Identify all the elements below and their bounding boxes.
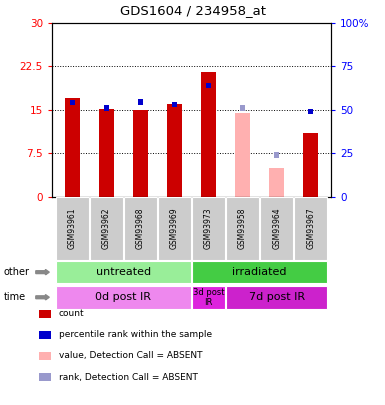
Text: other: other — [4, 267, 30, 277]
Bar — [274, 152, 279, 158]
Bar — [56, 261, 191, 283]
Bar — [90, 197, 123, 260]
Text: GSM93967: GSM93967 — [306, 207, 315, 249]
Bar — [65, 98, 80, 197]
Bar — [99, 109, 114, 197]
Bar — [192, 197, 225, 260]
Bar — [303, 133, 318, 197]
Bar — [104, 105, 109, 111]
Bar — [172, 102, 177, 107]
Bar — [308, 109, 313, 114]
Text: GSM93969: GSM93969 — [170, 207, 179, 249]
Bar — [56, 197, 89, 260]
Bar — [269, 168, 284, 197]
Bar — [70, 100, 75, 105]
Text: GSM93973: GSM93973 — [204, 207, 213, 249]
Bar — [226, 286, 327, 309]
Bar — [240, 105, 245, 111]
Text: GSM93961: GSM93961 — [68, 207, 77, 249]
Bar — [206, 83, 211, 88]
Bar — [56, 286, 191, 309]
Bar — [158, 197, 191, 260]
Text: GSM93964: GSM93964 — [272, 207, 281, 249]
Bar — [138, 99, 143, 104]
Text: 7d post IR: 7d post IR — [249, 292, 305, 302]
Text: untreated: untreated — [96, 267, 151, 277]
Text: time: time — [4, 292, 26, 302]
Bar — [124, 197, 157, 260]
Text: value, Detection Call = ABSENT: value, Detection Call = ABSENT — [59, 352, 202, 360]
Text: GSM93962: GSM93962 — [102, 207, 111, 249]
Bar — [235, 113, 250, 197]
Text: 3d post
IR: 3d post IR — [193, 288, 224, 307]
Bar — [133, 110, 148, 197]
Bar — [167, 104, 182, 197]
Bar — [260, 197, 293, 260]
Text: count: count — [59, 309, 84, 318]
Bar — [192, 261, 327, 283]
Text: percentile rank within the sample: percentile rank within the sample — [59, 330, 212, 339]
Bar — [295, 197, 327, 260]
Text: irradiated: irradiated — [233, 267, 287, 277]
Text: 0d post IR: 0d post IR — [95, 292, 151, 302]
Text: GSM93968: GSM93968 — [136, 207, 145, 249]
Bar — [192, 286, 225, 309]
Text: rank, Detection Call = ABSENT: rank, Detection Call = ABSENT — [59, 373, 198, 382]
Text: GSM93958: GSM93958 — [238, 207, 247, 249]
Text: GDS1604 / 234958_at: GDS1604 / 234958_at — [119, 4, 266, 17]
Bar — [226, 197, 259, 260]
Bar — [201, 72, 216, 197]
